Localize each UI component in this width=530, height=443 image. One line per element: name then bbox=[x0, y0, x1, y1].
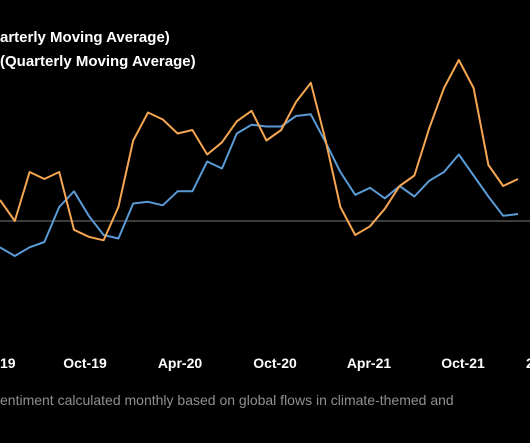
series-line-1 bbox=[0, 113, 519, 257]
legend-entry-2: (Quarterly Moving Average) bbox=[0, 53, 196, 70]
x-tick-label: Apr-21 bbox=[347, 355, 392, 371]
x-tick-label: Apr-20 bbox=[158, 355, 203, 371]
legend: arterly Moving Average) (Quarterly Movin… bbox=[0, 29, 196, 70]
legend-entry-1: arterly Moving Average) bbox=[0, 29, 170, 46]
x-axis-ticks: 19 Oct-19 Apr-20 Oct-20 Apr-21 Oct-21 2 bbox=[0, 355, 530, 371]
x-tick-label: 19 bbox=[0, 355, 16, 371]
source-note: entiment calculated monthly based on glo… bbox=[0, 392, 454, 408]
x-tick-label: Oct-20 bbox=[253, 355, 297, 371]
series-line-2 bbox=[0, 59, 519, 242]
series-layer bbox=[0, 59, 519, 257]
x-tick-label: 2 bbox=[526, 355, 530, 371]
x-tick-label: Oct-19 bbox=[63, 355, 107, 371]
x-tick-label: Oct-21 bbox=[441, 355, 485, 371]
